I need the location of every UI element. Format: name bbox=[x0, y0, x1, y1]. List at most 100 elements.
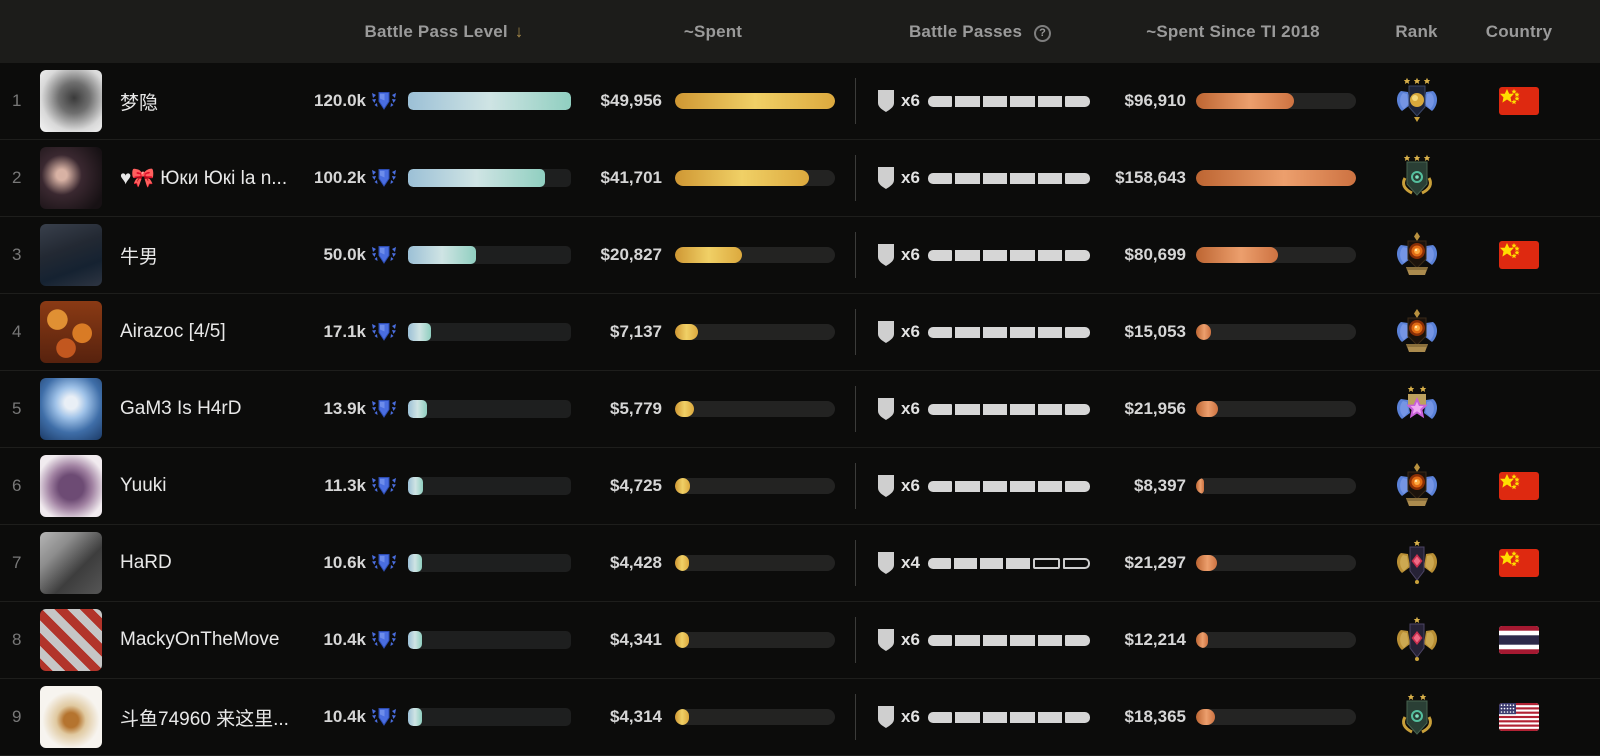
column-header-rank[interactable]: Rank bbox=[1395, 21, 1438, 41]
row-position: 1 bbox=[12, 91, 22, 110]
battle-pass-segment bbox=[927, 480, 953, 492]
battle-pass-segments bbox=[927, 172, 1090, 184]
level-bar-track bbox=[408, 169, 571, 187]
battle-pass-shield-icon bbox=[371, 320, 397, 344]
battle-pass-segment bbox=[1010, 711, 1035, 723]
row-position: 6 bbox=[12, 476, 22, 495]
level-bar-fill bbox=[408, 246, 477, 264]
column-header-country[interactable]: Country bbox=[1485, 21, 1553, 41]
player-avatar[interactable] bbox=[40, 378, 102, 440]
column-divider bbox=[854, 540, 856, 586]
level-bar-fill bbox=[408, 400, 427, 418]
player-avatar[interactable] bbox=[40, 455, 102, 517]
battle-pass-segment bbox=[1037, 480, 1063, 492]
battle-pass-shield-icon bbox=[371, 551, 397, 575]
spent-since-ti-value: $15,053 bbox=[1124, 322, 1186, 341]
leaderboard-row[interactable]: 6 Yuuki 11.3k $4,725 bbox=[0, 448, 1600, 525]
player-name[interactable]: ♥🎀 Юки Юкі la n... bbox=[120, 168, 288, 189]
battle-pass-segment bbox=[1065, 403, 1090, 415]
battle-pass-count: x6 bbox=[901, 476, 920, 495]
spent-since-ti-value: $8,397 bbox=[1134, 476, 1186, 495]
country-flag-icon bbox=[1499, 87, 1539, 115]
player-name[interactable]: Yuuki bbox=[120, 475, 167, 496]
battle-pass-segments bbox=[927, 711, 1090, 723]
player-avatar[interactable] bbox=[40, 301, 102, 363]
player-name[interactable]: HaRD bbox=[120, 552, 172, 573]
battle-pass-segment bbox=[982, 172, 1008, 184]
battle-pass-segment bbox=[1037, 326, 1063, 338]
spent-bar-cell bbox=[662, 709, 848, 725]
player-avatar[interactable] bbox=[40, 609, 102, 671]
leaderboard-row[interactable]: 1 梦隐 120.0k $49,956 bbox=[0, 63, 1600, 140]
spent-bar-track bbox=[675, 247, 835, 263]
spent-bar-track bbox=[675, 401, 835, 417]
player-avatar[interactable] bbox=[40, 70, 102, 132]
leaderboard-row[interactable]: 4 Airazoc [4/5] 17.1k $7,137 bbox=[0, 294, 1600, 371]
player-avatar[interactable] bbox=[40, 147, 102, 209]
leaderboard-row[interactable]: 8 MackyOnTheMove 10.4k $4,341 bbox=[0, 602, 1600, 679]
battle-pass-segment bbox=[927, 403, 953, 415]
player-name[interactable]: MackyOnTheMove bbox=[120, 629, 280, 650]
battle-pass-segment bbox=[980, 557, 1004, 569]
rank-medal-icon bbox=[1393, 229, 1441, 281]
battle-pass-segment bbox=[1065, 711, 1090, 723]
level-bar-cell bbox=[402, 169, 578, 187]
leaderboard-row[interactable]: 7 HaRD 10.6k $4,428 bbox=[0, 525, 1600, 602]
spent-bar-track bbox=[675, 632, 835, 648]
player-avatar[interactable] bbox=[40, 224, 102, 286]
player-avatar[interactable] bbox=[40, 532, 102, 594]
leaderboard-row[interactable]: 2 ♥🎀 Юки Юкі la n... 100.2k $41,701 bbox=[0, 140, 1600, 217]
battle-pass-segment bbox=[927, 711, 953, 723]
spent-bar-fill bbox=[675, 401, 694, 417]
spent-since-ti-bar-fill bbox=[1196, 709, 1215, 725]
spent-value: $5,779 bbox=[610, 399, 662, 418]
battle-pass-count-shield-icon bbox=[876, 397, 896, 421]
column-header-spent-since-ti-2018[interactable]: ~Spent Since TI 2018 bbox=[1146, 21, 1320, 41]
column-divider bbox=[854, 155, 856, 201]
country-flag-icon bbox=[1499, 318, 1539, 346]
level-bar-cell bbox=[402, 92, 578, 110]
battle-pass-segment bbox=[1032, 557, 1060, 569]
player-name[interactable]: 梦隐 bbox=[120, 92, 159, 114]
ti-bar-cell bbox=[1186, 247, 1368, 263]
battle-pass-segment bbox=[1037, 403, 1063, 415]
spent-value: $20,827 bbox=[600, 245, 662, 264]
column-divider bbox=[854, 386, 856, 432]
leaderboard-row[interactable]: 3 牛男 50.0k $20,827 bbox=[0, 217, 1600, 294]
battle-pass-count-shield-icon bbox=[876, 166, 896, 190]
battle-pass-segment bbox=[982, 480, 1008, 492]
level-bar-track bbox=[408, 631, 571, 649]
battle-pass-level-value: 11.3k bbox=[324, 476, 366, 495]
country-cell bbox=[1499, 87, 1539, 115]
rank-medal-icon bbox=[1393, 537, 1441, 589]
level-bar-cell bbox=[402, 708, 578, 726]
avatar-cell bbox=[36, 609, 112, 671]
spent-since-ti-bar-track bbox=[1196, 401, 1356, 417]
battle-passes-cell: x6 bbox=[862, 166, 1098, 190]
leaderboard-row[interactable]: 5 GaM3 Is H4rD 13.9k $5,779 bbox=[0, 371, 1600, 448]
column-divider bbox=[854, 463, 856, 509]
player-name[interactable]: 斗鱼74960 来这里... bbox=[120, 708, 289, 730]
battle-pass-segment bbox=[927, 557, 952, 569]
help-icon[interactable]: ? bbox=[1034, 24, 1052, 42]
row-position: 8 bbox=[12, 630, 22, 649]
ti-bar-cell bbox=[1186, 478, 1368, 494]
battle-pass-count: x6 bbox=[901, 168, 920, 187]
country-flag-icon bbox=[1499, 703, 1539, 731]
spent-value: $4,341 bbox=[610, 630, 662, 649]
column-header-spent[interactable]: ~Spent bbox=[683, 21, 743, 41]
rank-medal-icon bbox=[1393, 152, 1441, 204]
player-name[interactable]: Airazoc [4/5] bbox=[120, 321, 226, 342]
player-name[interactable]: 牛男 bbox=[120, 246, 159, 268]
spent-bar-cell bbox=[662, 324, 848, 340]
level-bar-fill bbox=[408, 323, 432, 341]
player-name[interactable]: GaM3 Is H4rD bbox=[120, 398, 242, 419]
battle-pass-segment bbox=[927, 249, 953, 261]
battle-pass-shield-icon bbox=[371, 397, 397, 421]
player-avatar[interactable] bbox=[40, 686, 102, 748]
battle-pass-segment bbox=[955, 172, 980, 184]
column-header-battle-passes[interactable]: Battle Passes ? bbox=[862, 22, 1098, 42]
leaderboard-row[interactable]: 9 斗鱼74960 来这里... 10.4k $4,314 bbox=[0, 679, 1600, 756]
column-header-battle-pass-level[interactable]: Battle Pass Level ↓ bbox=[310, 22, 578, 42]
